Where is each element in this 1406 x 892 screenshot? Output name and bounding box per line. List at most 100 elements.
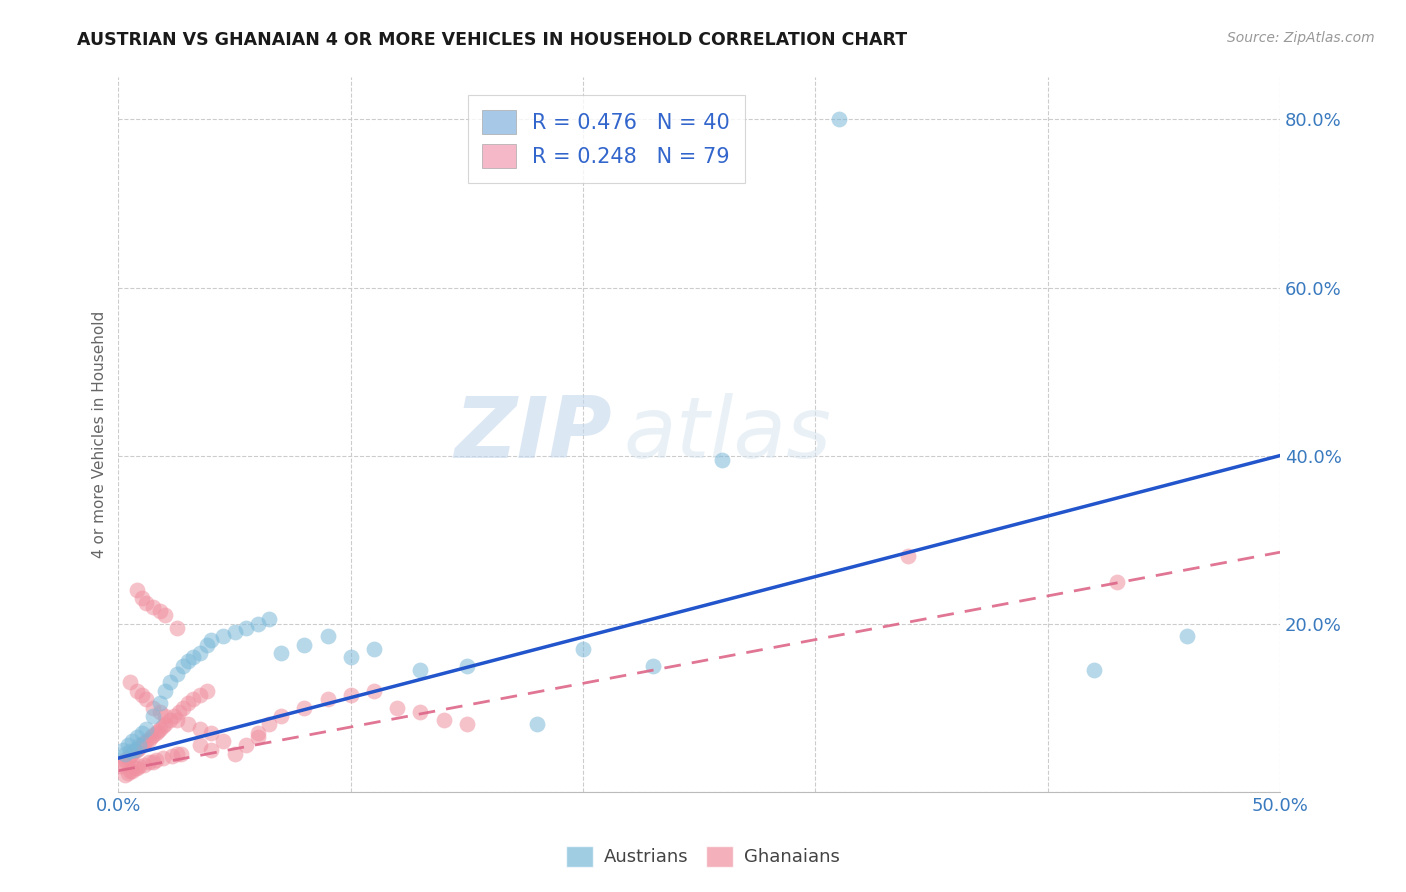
Point [149,604,172,618]
Point [121,734,143,748]
Point [195,638,218,652]
Point [177,717,200,731]
Point [132,736,155,750]
Point [152,751,174,765]
Point [149,697,172,711]
Point [125,761,148,775]
Point [456,717,478,731]
Point [292,638,315,652]
Point [139,730,162,744]
Point [188,688,211,702]
Point [1175,629,1198,643]
Point [339,688,361,702]
Point [200,742,222,756]
Point [135,692,157,706]
Point [125,742,148,756]
Point [121,747,143,761]
Point [1107,574,1129,589]
Point [125,730,148,744]
Point [159,675,181,690]
Point [200,726,222,740]
Point [159,713,181,727]
Point [292,700,315,714]
Point [235,739,257,753]
Point [131,726,153,740]
Point [135,734,157,748]
Point [641,658,664,673]
Y-axis label: 4 or more Vehicles in Household: 4 or more Vehicles in Household [93,311,107,558]
Point [200,633,222,648]
Point [188,722,211,736]
Point [142,756,165,770]
Point [120,764,142,778]
Point [114,753,136,767]
Point [195,684,218,698]
Text: AUSTRIAN VS GHANAIAN 4 OR MORE VEHICLES IN HOUSEHOLD CORRELATION CHART: AUSTRIAN VS GHANAIAN 4 OR MORE VEHICLES … [77,31,907,49]
Point [131,591,153,606]
Point [387,700,409,714]
Point [270,709,292,723]
Point [149,705,172,719]
Point [166,713,188,727]
Point [131,739,153,753]
Point [149,722,172,736]
Point [153,717,176,731]
Point [112,756,135,770]
Point [135,596,157,610]
Point [128,759,150,773]
Point [117,739,139,753]
Point [409,705,432,719]
Point [1083,663,1105,677]
Point [128,739,150,753]
Point [152,719,174,733]
Point [339,650,361,665]
Point [153,709,176,723]
Point [316,629,339,643]
Point [456,658,478,673]
Point [142,700,165,714]
Point [526,717,548,731]
Point [110,759,132,773]
Point [711,452,734,467]
Point [138,756,160,770]
Text: ZIP: ZIP [454,393,612,476]
Point [235,621,257,635]
Point [166,667,188,681]
Point [138,732,160,747]
Point [114,768,136,782]
Point [246,616,269,631]
Point [259,612,281,626]
Point [142,599,165,614]
Point [125,684,148,698]
Point [246,730,269,744]
Point [153,608,176,623]
Point [160,749,183,764]
Point [142,727,165,741]
Point [142,709,165,723]
Point [112,742,135,756]
Point [181,692,204,706]
Point [259,717,281,731]
Point [120,749,142,764]
Point [316,692,339,706]
Point [897,549,920,564]
Point [188,739,211,753]
Point [132,757,155,772]
Point [166,747,188,761]
Point [363,641,385,656]
Point [188,646,211,660]
Point [163,709,186,723]
Point [117,751,139,765]
Legend: Austrians, Ghanaians: Austrians, Ghanaians [558,838,848,874]
Point [120,675,142,690]
Point [153,684,176,698]
Legend: R = 0.476   N = 40, R = 0.248   N = 79: R = 0.476 N = 40, R = 0.248 N = 79 [468,95,745,183]
Point [114,747,136,761]
Point [145,753,167,767]
Point [146,724,169,739]
Point [135,722,157,736]
Point [177,655,200,669]
Point [145,726,167,740]
Point [173,658,195,673]
Point [170,747,193,761]
